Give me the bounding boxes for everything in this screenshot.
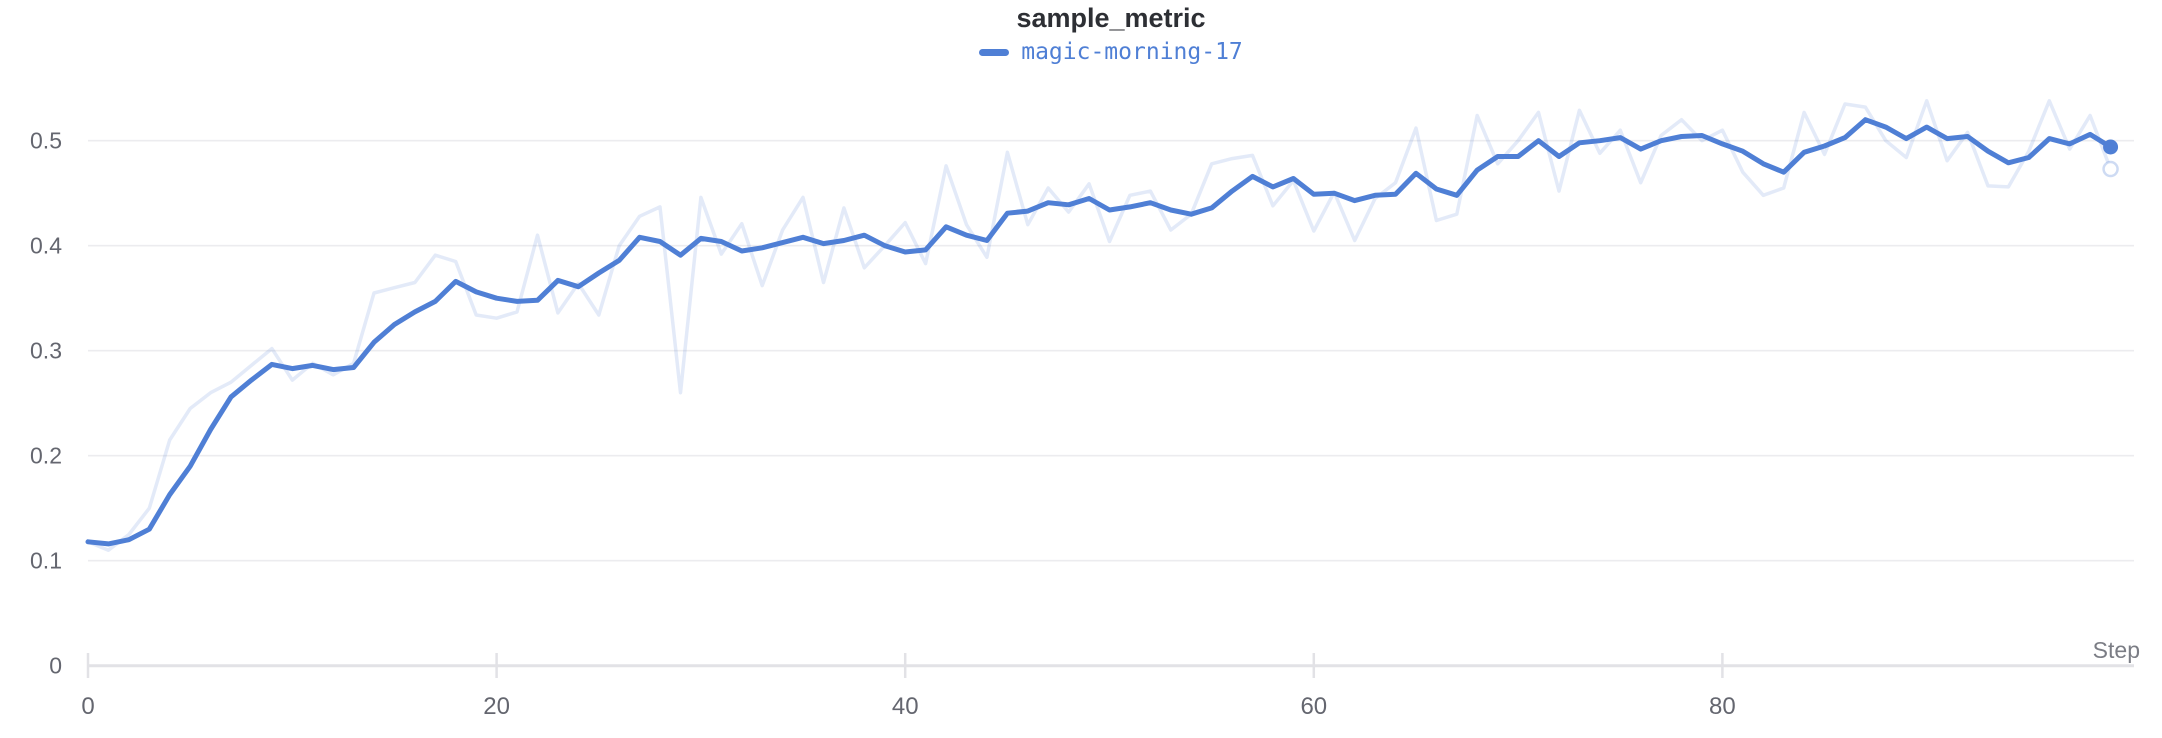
- legend-run-name: magic-morning-17: [1021, 39, 1243, 65]
- x-axis-title: Step: [2093, 637, 2140, 663]
- chart-legend[interactable]: magic-morning-17: [88, 38, 2134, 66]
- raw-series[interactable]: [86, 99, 2119, 552]
- y-tick-label: 0.4: [30, 233, 62, 259]
- smoothed-series-line[interactable]: [85, 117, 2114, 547]
- y-tick-label: 0.3: [30, 338, 62, 364]
- legend-line-swatch: [979, 48, 1010, 56]
- y-tick-label: 0.1: [30, 548, 62, 574]
- smoothed-series[interactable]: [85, 117, 2119, 547]
- smoothed-series-end-marker: [2103, 139, 2119, 155]
- y-tick-label: 0: [49, 653, 62, 679]
- x-tick-label: 40: [892, 693, 919, 720]
- x-tick-label: 20: [483, 693, 510, 720]
- axis-labels: 0 0.1 0.2 0.3 0.4 0.5 0 20 40 60 80: [30, 128, 1736, 720]
- chart-title: sample_metric: [1016, 3, 1206, 33]
- raw-series-end-marker: [2102, 160, 2119, 178]
- y-tick-label: 0.2: [30, 443, 62, 469]
- axis-ticks: [86, 653, 2134, 678]
- x-tick-label: 0: [81, 693, 94, 720]
- y-tick-label: 0.5: [30, 128, 62, 154]
- gridlines: [88, 139, 2134, 562]
- x-tick-label: 80: [1709, 693, 1736, 720]
- raw-series-line[interactable]: [86, 99, 2113, 552]
- x-tick-label: 60: [1300, 693, 1327, 720]
